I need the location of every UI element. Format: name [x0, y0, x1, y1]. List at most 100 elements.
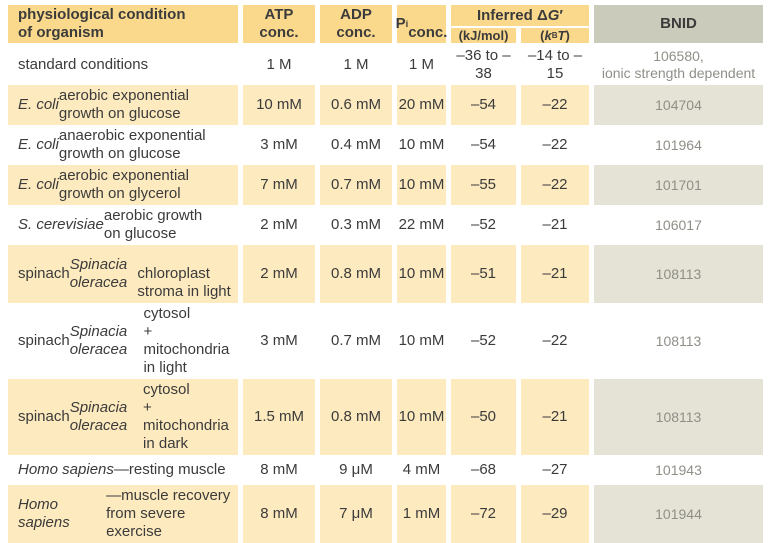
header-adp-conc: ADP conc. [320, 5, 392, 43]
cell-atp-conc: 8 mM [243, 485, 315, 543]
cell-bnid: 108113 [594, 245, 763, 303]
text-segment: Homo sapiens [18, 461, 114, 478]
text-segment: E. coli [18, 176, 59, 193]
text-segment: conc. [408, 24, 448, 41]
cell-dg-kj-mol: –68 [451, 455, 516, 485]
cell-bnid: 106017 [594, 205, 763, 245]
text-segment: G [547, 6, 560, 24]
text-segment: standard conditions [18, 56, 149, 73]
cell-bnid: 101701 [594, 165, 763, 205]
cell-dg-kj-mol: –36 to –38 [451, 45, 516, 85]
cell-pi-conc: 10 mM [397, 125, 446, 165]
cell-bnid: 108113 [594, 303, 763, 379]
header-atp-conc: ATP conc. [243, 5, 315, 43]
data-table: physiological condition of organism ATP … [8, 5, 763, 543]
cell-pi-conc: 1 mM [397, 485, 446, 543]
cell-condition: spinach Spinacia oleracea cytosol + mito… [8, 379, 238, 455]
cell-condition: E. coli aerobic exponential growth on gl… [8, 165, 238, 205]
cell-dg-kbt: –22 [521, 165, 589, 205]
cell-bnid: 101964 [594, 125, 763, 165]
text-segment: —muscle recovery from severe exercise [106, 487, 231, 540]
cell-adp-conc: 0.4 mM [320, 125, 392, 165]
cell-dg-kj-mol: –51 [451, 245, 516, 303]
text-segment: P [395, 15, 406, 32]
header-bnid: BNID [594, 5, 763, 43]
cell-atp-conc: 3 mM [243, 125, 315, 165]
table-header: physiological condition of organism ATP … [8, 5, 763, 43]
cell-condition: Homo sapiens —muscle recovery from severe… [8, 485, 238, 543]
header-kj-per-mol: (kJ/mol) [451, 28, 516, 43]
cell-pi-conc: 20 mM [397, 85, 446, 125]
text-segment: spinach [18, 408, 70, 425]
cell-condition: spinach Spinacia oleracea chloroplast st… [8, 245, 238, 303]
text-segment: E. coli [18, 96, 59, 113]
text-segment: Spinacia oleracea [69, 256, 128, 291]
cell-dg-kj-mol: –54 [451, 85, 516, 125]
cell-dg-kj-mol: –52 [451, 303, 516, 379]
cell-adp-conc: 0.7 mM [320, 165, 392, 205]
table-row: spinach Spinacia oleracea cytosol + mito… [8, 303, 763, 379]
header-condition: physiological condition of organism [8, 5, 238, 43]
text-segment: B [551, 30, 558, 40]
text-segment: aerobic growth on glucose [103, 207, 203, 242]
text-segment: spinach [18, 265, 70, 282]
cell-pi-conc: 10 mM [397, 379, 446, 455]
cell-dg-kbt: –21 [521, 379, 589, 455]
cell-bnid: 101943 [594, 455, 763, 485]
text-segment: cytosol + mitochondria in light [143, 305, 230, 376]
table-row: Homo sapiens —muscle recovery from severe… [8, 485, 763, 543]
text-segment: ) [565, 27, 570, 43]
cell-bnid: 101944 [594, 485, 763, 543]
cell-dg-kbt: –21 [521, 205, 589, 245]
cell-dg-kbt: –21 [521, 245, 589, 303]
cell-condition: Homo sapiens —resting muscle [8, 455, 238, 485]
cell-condition: E. coli aerobic exponential growth on gl… [8, 85, 238, 125]
cell-dg-kj-mol: –72 [451, 485, 516, 543]
cell-adp-conc: 7 μM [320, 485, 392, 543]
cell-dg-kj-mol: –52 [451, 205, 516, 245]
table-row: E. coli aerobic exponential growth on gl… [8, 85, 763, 125]
text-segment: T [557, 27, 566, 43]
cell-bnid: 108113 [594, 379, 763, 455]
cell-atp-conc: 2 mM [243, 245, 315, 303]
cell-pi-conc: 1 M [397, 45, 446, 85]
cell-atp-conc: 1.5 mM [243, 379, 315, 455]
cell-atp-conc: 3 mM [243, 303, 315, 379]
cell-dg-kj-mol: –55 [451, 165, 516, 205]
cell-atp-conc: 10 mM [243, 85, 315, 125]
text-segment: Inferred Δ [476, 6, 548, 24]
cell-adp-conc: 0.6 mM [320, 85, 392, 125]
text-segment: anaerobic exponential growth on glucose [58, 127, 206, 162]
text-segment: Spinacia oleracea [69, 399, 128, 434]
cell-atp-conc: 2 mM [243, 205, 315, 245]
cell-atp-conc: 7 mM [243, 165, 315, 205]
cell-atp-conc: 8 mM [243, 455, 315, 485]
header-inferred-dg: Inferred Δ G ′ [451, 5, 589, 26]
cell-bnid: 106580, ionic strength dependent [594, 45, 763, 85]
cell-adp-conc: 9 μM [320, 455, 392, 485]
cell-dg-kj-mol: –50 [451, 379, 516, 455]
cell-dg-kbt: –22 [521, 125, 589, 165]
table-row: E. coli aerobic exponential growth on gl… [8, 165, 763, 205]
text-segment: Homo sapiens [18, 496, 70, 531]
table-row: spinach Spinacia oleracea chloroplast st… [8, 245, 763, 303]
cell-dg-kj-mol: –54 [451, 125, 516, 165]
table-row: spinach Spinacia oleracea cytosol + mito… [8, 379, 763, 455]
text-segment: aerobic exponential growth on glycerol [58, 167, 189, 202]
text-segment: ( [540, 27, 545, 43]
table-row: Homo sapiens —resting muscle 8 mM 9 μM 4 mM –… [8, 455, 763, 485]
text-segment: E. coli [18, 136, 59, 153]
table-row: S. cerevisiae aerobic growth on glucose 2… [8, 205, 763, 245]
cell-pi-conc: 10 mM [397, 303, 446, 379]
cell-dg-kbt: –22 [521, 85, 589, 125]
cell-pi-conc: 22 mM [397, 205, 446, 245]
cell-dg-kbt: –29 [521, 485, 589, 543]
cell-condition: E. coli anaerobic exponential growth on … [8, 125, 238, 165]
cell-bnid: 104704 [594, 85, 763, 125]
cell-pi-conc: 4 mM [397, 455, 446, 485]
cell-adp-conc: 0.8 mM [320, 245, 392, 303]
cell-dg-kbt: –22 [521, 303, 589, 379]
